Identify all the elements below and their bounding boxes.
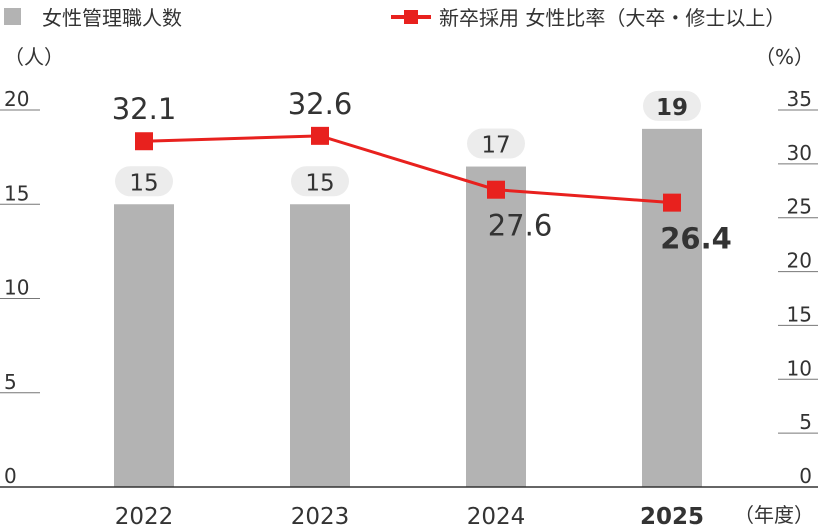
x-axis: 2022 2023 2024 2025 (0, 486, 818, 530)
x-tick-label: 2023 (291, 504, 350, 530)
right-tick-label: 30 (787, 141, 812, 165)
bar-value-pill (643, 90, 701, 121)
x-tick-label: 2024 (467, 504, 526, 530)
bar-value-label: 19 (656, 95, 688, 121)
line-marker-2023 (311, 126, 329, 145)
legend-bar-label: 女性管理職人数 (42, 6, 182, 30)
right-tick-label: 5 (799, 410, 812, 434)
right-tick-label: 35 (787, 87, 812, 111)
right-axis: 0 5 10 15 20 25 30 35 (778, 87, 818, 488)
line-value-label: 26.4 (660, 222, 732, 256)
bar-2023 (290, 204, 350, 487)
legend-bar-swatch (4, 8, 21, 25)
line-marker-2024 (487, 180, 505, 199)
legend: 女性管理職人数 新卒採用 女性比率（大卒・修士以上） (4, 6, 785, 30)
left-tick-label: 5 (4, 370, 17, 394)
right-axis-unit: （%） (755, 45, 814, 69)
x-tick-label: 2025 (640, 504, 704, 530)
right-tick-label: 10 (787, 356, 812, 380)
bar-value-pill (115, 166, 173, 197)
bar-value-label: 15 (129, 170, 158, 196)
bar-value-pill (467, 128, 525, 159)
x-axis-unit: （年度） (734, 503, 814, 527)
bar-series: 15 15 17 19 (114, 90, 702, 488)
bar-2024 (466, 166, 526, 488)
line-series: 32.1 32.6 27.6 26.4 (112, 87, 732, 256)
bar-value-label: 15 (305, 170, 334, 196)
bar-2022 (114, 204, 174, 487)
bar-value-label: 17 (481, 133, 510, 159)
bar-value-pill (291, 166, 349, 197)
left-tick-label: 0 (4, 464, 17, 488)
line-marker-2025 (663, 193, 681, 212)
right-tick-label: 25 (787, 195, 812, 219)
line-marker-2022 (135, 132, 153, 151)
right-tick-label: 0 (799, 464, 812, 488)
x-tick-label: 2022 (115, 504, 174, 530)
line-value-label: 27.6 (488, 209, 553, 243)
left-tick-label: 20 (4, 87, 29, 111)
right-tick-label: 20 (787, 249, 812, 273)
legend-line-label: 新卒採用 女性比率（大卒・修士以上） (439, 6, 785, 30)
line-path (143, 134, 673, 205)
line-value-label: 32.1 (112, 92, 177, 126)
right-tick-label: 15 (787, 302, 812, 326)
left-axis-unit: （人） (4, 45, 64, 69)
left-axis: 0 5 10 15 20 (0, 87, 40, 488)
bar-2025 (642, 128, 702, 487)
line-value-label: 32.6 (288, 87, 353, 121)
left-tick-label: 15 (4, 181, 29, 205)
legend-line-marker (404, 10, 418, 24)
left-tick-label: 10 (4, 276, 29, 300)
